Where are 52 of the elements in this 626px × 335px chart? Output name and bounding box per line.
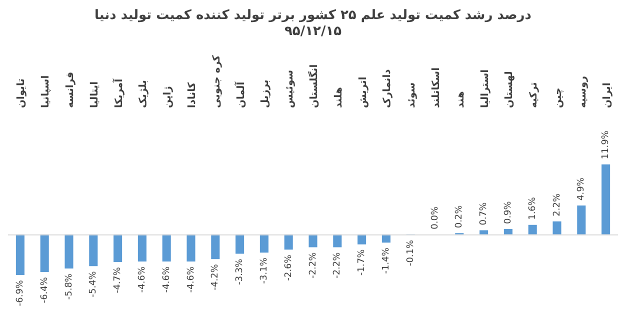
x-tick-label: روسیه: [577, 76, 588, 108]
data-label: -4.6%: [162, 266, 172, 293]
x-tick-label: آمریکا: [112, 78, 125, 108]
data-label: -2.2%: [332, 252, 343, 278]
data-label: 0.9%: [504, 200, 514, 224]
data-label: -3.3%: [235, 258, 246, 285]
x-tick-label: استرالیا: [480, 69, 491, 108]
data-label: -4.7%: [113, 266, 124, 294]
x-tick-label: هند: [455, 91, 466, 108]
x-tick-label: فرانسه: [65, 72, 76, 108]
x-tick-label: سوئد: [406, 82, 418, 108]
chart-subtitle: ۹۵/۱۲/۱۵: [284, 24, 342, 39]
x-tick-label: چین: [553, 88, 564, 108]
data-label: 0.0%: [430, 206, 440, 230]
chart-title: درصد رشد کمیت تولید علم ۲۵ کشور برتر تولید کننده کمیت تولید دنیا: [94, 8, 532, 24]
x-tick-label: تایوان: [16, 78, 28, 108]
x-tick-label: آلمان: [234, 81, 247, 108]
data-label: -0.1%: [406, 239, 416, 266]
x-tick-label: ایتالیا: [89, 81, 100, 108]
data-label: -1.7%: [357, 248, 368, 276]
x-tick-label: دانمارک: [382, 69, 394, 108]
data-label: -6.4%: [40, 276, 50, 304]
data-label: 11.9%: [601, 130, 612, 160]
data-label: -2.6%: [284, 254, 294, 281]
data-label: 0.7%: [479, 202, 490, 226]
data-label: 1.6%: [528, 196, 538, 220]
x-tick-label: بلژیک: [138, 80, 150, 108]
x-tick-label: اتریش: [358, 76, 369, 108]
data-label: 0.2%: [454, 204, 465, 228]
x-tick-label: هلند: [333, 87, 344, 108]
data-label: 2.2%: [552, 193, 562, 216]
data-label: 4.9%: [576, 177, 587, 200]
data-label: -4.2%: [210, 264, 221, 290]
x-tick-label: ترکیه: [528, 82, 540, 108]
x-tick-label: برزیل: [260, 80, 272, 108]
x-tick-label: کره جنوبی: [211, 54, 222, 108]
data-label: -4.6%: [138, 266, 148, 293]
x-tick-label: انگلستان: [307, 64, 320, 108]
x-tick-label: کانادا: [187, 82, 198, 108]
x-tick-label: اسپانیا: [40, 75, 52, 108]
data-label: -4.6%: [186, 266, 196, 293]
data-label: -5.4%: [88, 270, 99, 298]
data-label: -2.2%: [308, 252, 318, 278]
x-tick-label: لهستان: [504, 71, 516, 108]
data-label: -3.1%: [260, 257, 270, 284]
data-label: -5.8%: [64, 273, 74, 300]
x-tick-label: اسکاتلند: [431, 67, 442, 108]
x-tick-label: ژاپن: [162, 86, 174, 108]
x-tick-label: ایران: [602, 82, 613, 108]
data-label: -1.4%: [382, 247, 392, 274]
x-tick-label: سوئیس: [284, 70, 296, 108]
data-label: -6.9%: [16, 280, 26, 306]
